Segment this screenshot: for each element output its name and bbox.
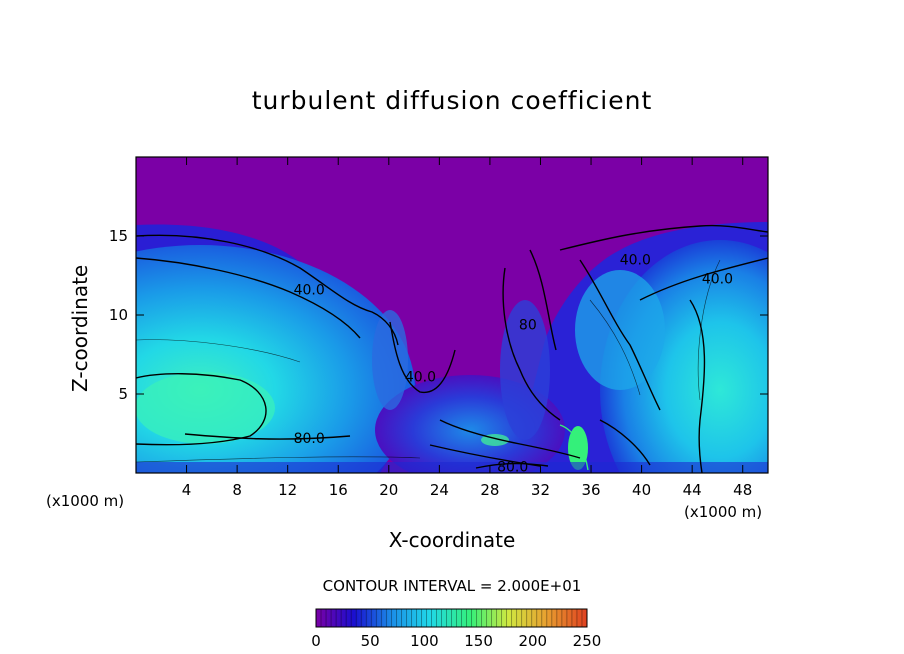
contour-line: [529, 249, 557, 351]
colorbar-tick-label: 200: [518, 632, 547, 650]
colorbar-ticks: 0 50 100 150 200 250: [311, 632, 601, 650]
x-tick-label: 44: [683, 481, 702, 499]
contour-label: 80.0: [497, 460, 528, 476]
chart-title: turbulent diffusion coefficient: [251, 86, 653, 115]
y-tick-label: 10: [109, 306, 128, 324]
contour-line: [502, 267, 561, 421]
contour-label: 80.0: [294, 431, 325, 447]
center-turbulence-3: [372, 310, 408, 410]
contour-line: [579, 259, 661, 411]
contour-line-thin: [589, 299, 641, 396]
x-tick-label: 40: [632, 481, 651, 499]
x-tick-label: 28: [480, 481, 499, 499]
x-axis-unit-left: (x1000 m): [46, 492, 125, 510]
x-tick-label: 8: [232, 481, 242, 499]
x-axis-ticks: 4 8 12 16 20 24 28 32 36 40 44 48: [182, 157, 752, 499]
y-tick-label: 15: [109, 227, 128, 245]
contour-lines-thin: [136, 259, 721, 463]
colorbar-tick-label: 100: [410, 632, 439, 650]
contour-line: [389, 321, 456, 393]
contour-line: [639, 257, 768, 301]
contour-line-thin: [697, 259, 721, 401]
x-tick-label: 32: [531, 481, 550, 499]
bottom-band: [136, 462, 768, 473]
center-turbulence-2: [500, 300, 550, 440]
contour-line: [599, 419, 651, 466]
y-tick-label: 5: [118, 385, 128, 403]
contour-label: 40.0: [294, 283, 325, 299]
contour-line: [559, 224, 768, 251]
contour-line-thin: [136, 456, 421, 463]
contour-line: [439, 419, 581, 459]
contour-line: [559, 424, 589, 471]
contour-line: [689, 299, 706, 473]
x-tick-label: 48: [733, 481, 752, 499]
x-tick-label: 24: [430, 481, 449, 499]
colorbar-tick-label: 150: [464, 632, 493, 650]
y-axis-ticks: 5 10 15: [109, 227, 768, 403]
x-tick-label: 16: [329, 481, 348, 499]
x-axis-unit-right: (x1000 m): [684, 503, 763, 521]
colorbar-frame: [315, 608, 588, 628]
colorbar: 0 50 100 150 200 250: [311, 608, 601, 650]
x-tick-label: 4: [182, 481, 192, 499]
contour-line: [136, 373, 267, 446]
contour-label: 40.0: [702, 272, 733, 288]
green-spot: [568, 426, 588, 470]
contour-label: 80: [519, 317, 537, 333]
contour-line: [136, 234, 399, 346]
x-tick-label: 20: [379, 481, 398, 499]
left-lobe-ring: [136, 372, 275, 444]
contour-label: 40.0: [405, 370, 436, 386]
x-tick-label: 36: [581, 481, 600, 499]
contour-interval-text: CONTOUR INTERVAL = 2.000E+01: [322, 577, 582, 595]
x-tick-label: 12: [278, 481, 297, 499]
contour-labels: 40.0 40.0 80.0 80.0 40.0 40.0 80: [294, 253, 733, 476]
colorbar-tick-label: 250: [573, 632, 602, 650]
heatmap-field: [136, 157, 768, 473]
contour-line-thin: [136, 339, 301, 363]
contour-line: [136, 257, 361, 339]
contour-line: [184, 433, 351, 440]
colorbar-stripes: [315, 609, 588, 627]
x-axis-label: X-coordinate: [388, 528, 516, 552]
colorbar-tick-label: 50: [361, 632, 380, 650]
colorbar-tick-label: 0: [311, 632, 321, 650]
contour-label: 40.0: [620, 253, 651, 269]
